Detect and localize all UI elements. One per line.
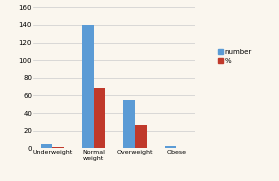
Bar: [52, 147, 64, 148]
Bar: [135, 125, 147, 148]
Bar: [41, 144, 52, 148]
Bar: [82, 25, 94, 148]
Bar: [165, 146, 176, 148]
Legend: number, %: number, %: [216, 48, 253, 65]
Bar: [124, 100, 135, 148]
Bar: [94, 89, 105, 148]
